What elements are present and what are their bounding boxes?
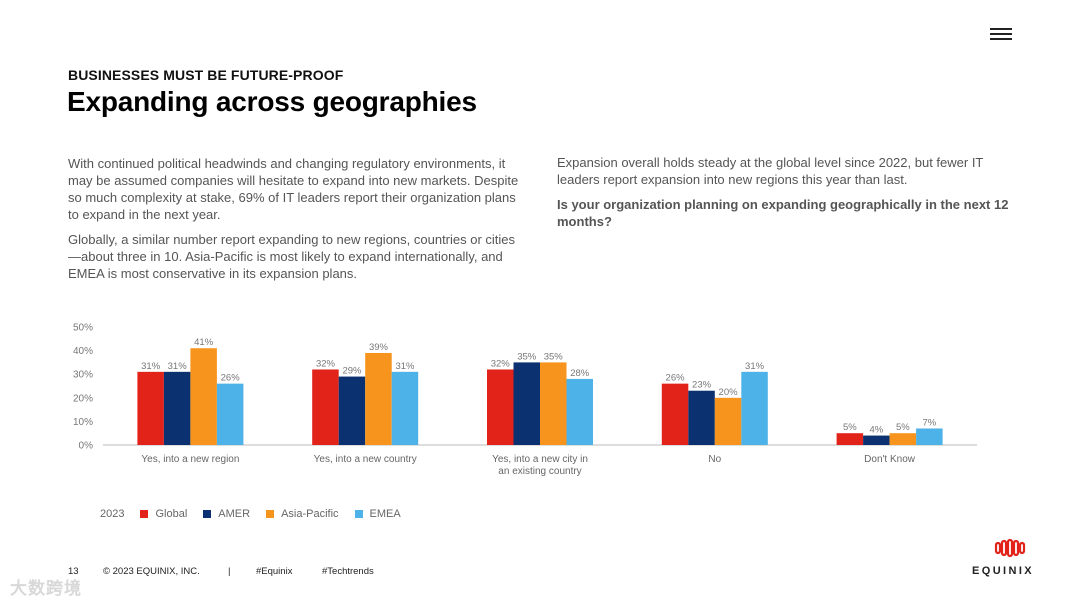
equinix-logo-icon [994,538,1026,558]
bar-emea-4 [916,428,943,445]
legend-label-emea: EMEA [369,508,401,520]
bar-value-label: 35% [517,351,537,362]
category-label: Don't Know [864,454,916,465]
y-tick-label: 0% [79,441,94,452]
category-label: an existing country [498,466,581,477]
category-label: Yes, into a new country [314,454,417,465]
bar-value-label: 32% [491,358,511,369]
footer-page-number: 13 [68,566,79,577]
expansion-bar-chart: 0% 10% 20% 30% 40% 50% 31% 31% 41% 26% Yes, into a… [73,323,977,477]
bar-global-2 [487,369,514,445]
bar-amer-4 [863,435,890,445]
bar-emea-1 [391,371,419,445]
bar-asia-pacific-4 [889,433,917,445]
logo-bar [1012,539,1020,557]
bar-value-label: 31% [395,361,415,372]
logo-bar [1006,538,1014,558]
category-label: No [708,454,721,465]
bar-amer-3 [688,390,715,445]
legend-swatch-global [140,510,149,518]
footer-hashtag-equinix[interactable]: #Equinix [256,566,293,577]
bar-value-label: 7% [922,417,936,428]
legend-item-amer: AMER [203,508,250,520]
bar-global-4 [836,433,864,445]
intro-paragraph-2: Globally, a similar number report expand… [68,232,516,281]
category-label: Yes, into a new city in [492,454,588,465]
legend-year: 2023 [100,508,125,520]
bar-global-0 [137,371,164,445]
legend-label-global: Global [155,508,188,520]
bar-amer-1 [338,376,366,445]
category-label: Yes, into a new region [141,454,239,465]
bar-value-label: 31% [141,361,161,372]
y-tick-label: 10% [73,417,93,428]
bar-amer-2 [513,362,540,445]
hamburger-menu-icon[interactable] [990,28,1014,42]
bar-asia-pacific-2 [540,362,567,445]
summary-paragraph: Expansion overall holds steady at the gl… [557,155,984,187]
bar-asia-pacific-1 [365,352,392,445]
bar-value-label: 23% [692,380,712,391]
legend-label-apac: Asia-Pacific [281,508,339,520]
bar-value-label: 35% [544,351,564,362]
legend-swatch-emea [354,510,363,518]
y-tick-label: 40% [73,346,93,357]
bar-value-label: 26% [666,373,686,384]
brand-name: EQUINIX [972,565,1035,577]
bar-value-label: 31% [745,361,765,372]
legend-swatch-apac [266,510,275,518]
bar-global-1 [312,369,339,445]
survey-question: Is your organization planning on expandi… [557,197,1009,229]
legend-item-apac: Asia-Pacific [266,508,339,520]
bar-value-label: 31% [168,361,188,372]
y-tick-label: 50% [73,323,93,334]
legend-label-amer: AMER [218,508,251,520]
bar-value-label: 20% [719,387,739,398]
bar-global-3 [661,383,689,445]
y-tick-label: 30% [73,370,93,381]
footer-separator: | [228,566,231,577]
bar-emea-3 [741,371,768,445]
bar-value-label: 28% [570,368,590,379]
logo-bar [994,541,1002,555]
bar-value-label: 39% [369,342,389,353]
bar-asia-pacific-0 [190,348,217,445]
intro-paragraph-1: With continued political headwinds and c… [68,156,519,222]
footer-hashtag-techtrends[interactable]: #Techtrends [322,566,374,577]
logo-bar [1000,539,1008,557]
logo-bar [1018,541,1026,555]
bar-value-label: 5% [896,422,910,433]
bar-value-label: 41% [194,337,214,348]
y-tick-label: 20% [73,393,93,404]
bar-amer-0 [163,371,191,445]
bar-emea-0 [216,383,244,445]
chart-legend: 2023 Global AMER Asia-Pacific EMEA [100,508,417,520]
watermark-text: 大数跨境 [10,579,82,598]
bar-value-label: 26% [221,373,241,384]
bar-emea-2 [566,378,593,445]
footer-copyright: © 2023 EQUINIX, INC. [103,566,200,577]
page-kicker: BUSINESSES MUST BE FUTURE-PROOF [68,67,344,83]
legend-item-global: Global [140,508,187,520]
bar-value-label: 32% [316,358,336,369]
bar-asia-pacific-3 [714,397,742,445]
legend-swatch-amer [203,510,212,518]
bar-value-label: 4% [869,425,883,436]
bar-value-label: 5% [843,422,857,433]
legend-item-emea: EMEA [354,508,401,520]
bar-value-label: 29% [342,366,362,377]
page-title: Expanding across geographies [67,86,477,117]
